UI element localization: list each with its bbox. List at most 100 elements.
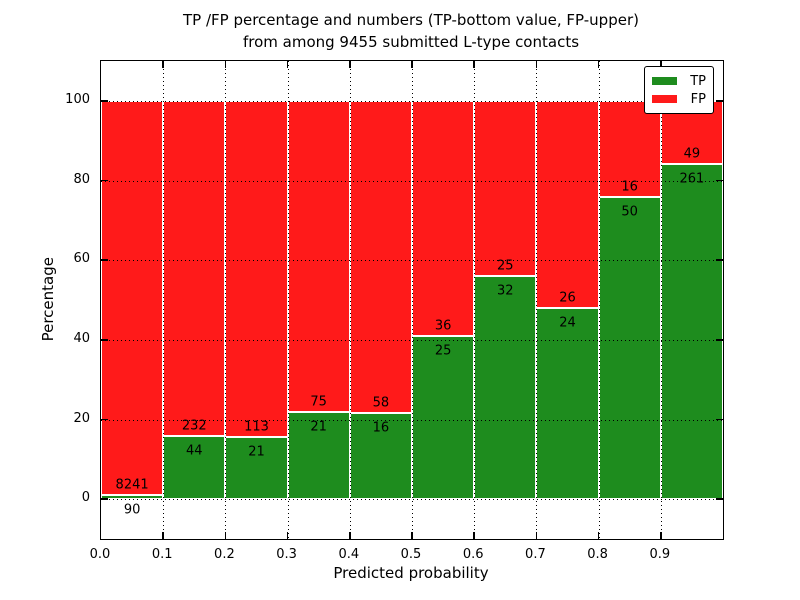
chart-title-line1: TP /FP percentage and numbers (TP-bottom… (183, 11, 639, 29)
fp-count-label: 58 (372, 395, 390, 411)
y-tick-mark (716, 418, 723, 421)
tp-count-label: 90 (123, 502, 141, 518)
x-tick-mark (162, 61, 164, 68)
x-tick-label: 0.8 (587, 547, 608, 562)
v-gridline (474, 61, 476, 539)
x-tick-label: 0.0 (89, 547, 111, 562)
fp-count-label: 49 (683, 146, 701, 162)
bar-segment-tp (349, 413, 412, 500)
fp-count-label: 16 (621, 179, 638, 195)
tp-count-label: 32 (497, 283, 514, 299)
bar-segment-tp (660, 163, 723, 500)
v-gridline (660, 61, 662, 539)
y-tick-mark (716, 259, 723, 261)
x-tick-mark (597, 532, 600, 539)
y-tick-label: 60 (73, 251, 90, 267)
x-axis-label: Predicted probability (333, 564, 489, 582)
tp-count-label: 21 (310, 419, 327, 435)
bar-segment-tp (536, 307, 599, 500)
x-tick-mark (224, 532, 227, 539)
legend-label-tp: TP (690, 73, 706, 89)
tp-count-label: 44 (186, 443, 203, 459)
x-tick-mark (349, 61, 351, 68)
x-tick-mark (473, 532, 475, 539)
bar-segment-tp (598, 197, 661, 500)
y-tick-label: 100 (65, 91, 90, 107)
fp-count-label: 36 (434, 318, 452, 334)
bars-layer (101, 61, 723, 539)
bar-segment-tp (101, 494, 164, 500)
chart-title: TP /FP percentage and numbers (TP-bottom… (100, 9, 722, 53)
bar-segment-fp (101, 100, 164, 495)
tp-count-label: 25 (434, 343, 452, 359)
y-tick-mark (101, 259, 108, 261)
x-tick-label: 0.5 (400, 547, 422, 562)
bar-segment-fp (349, 100, 412, 414)
y-tick-label: 80 (73, 171, 90, 187)
x-tick-mark (411, 532, 413, 539)
y-axis-label: Percentage (39, 256, 57, 342)
x-tick-label: 0.2 (214, 547, 235, 562)
y-tick-mark (101, 100, 108, 102)
x-tick-mark (535, 61, 538, 68)
v-gridline (349, 61, 351, 539)
x-tick-mark (286, 61, 289, 68)
y-tick-label: 40 (73, 330, 90, 346)
x-tick-mark (473, 61, 475, 68)
grid-layer (101, 61, 723, 539)
bar-segment-fp (536, 100, 599, 308)
x-tick-mark (411, 61, 413, 68)
x-tick-label: 0.7 (525, 547, 546, 562)
x-tick-mark (597, 61, 600, 68)
legend: TP FP (644, 66, 714, 114)
x-tick-mark (286, 532, 289, 539)
chart-title-line2: from among 9455 submitted L-type contact… (242, 33, 580, 51)
x-tick-label: 0.3 (276, 547, 297, 562)
legend-item-fp: FP (652, 90, 706, 108)
bar-segment-fp (163, 100, 226, 436)
plot-area: 8241 90 232 44 113 21 75 21 58 16 36 25 25 32 26 24 16 50… (100, 60, 724, 540)
x-tick-label: 0.6 (462, 547, 484, 562)
v-gridline (536, 61, 538, 539)
fp-count-label: 25 (497, 258, 514, 274)
y-tick-mark (101, 179, 108, 182)
fp-count-label: 8241 (115, 477, 149, 493)
v-gridline (225, 61, 227, 539)
y-tick-mark (101, 498, 108, 500)
y-tick-mark (716, 498, 723, 500)
fp-count-label: 26 (559, 290, 576, 306)
bar-segment-tp (287, 412, 350, 500)
v-gridline (598, 61, 600, 539)
bar-segment-tp (225, 436, 288, 500)
x-tick-mark (660, 61, 662, 68)
bar-labels-layer: 8241 90 232 44 113 21 75 21 58 16 36 25 25 32 26 24 16 50… (101, 61, 723, 539)
ticks-layer (101, 61, 723, 539)
y-tick-mark (716, 179, 723, 182)
fp-legend-swatch-icon (652, 95, 677, 103)
y-tick-label: 20 (73, 410, 90, 426)
fp-count-label: 75 (310, 394, 327, 410)
bar-segment-fp (412, 100, 475, 336)
x-tick-mark (349, 532, 351, 539)
legend-item-tp: TP (652, 72, 706, 90)
fp-count-label: 113 (244, 419, 269, 435)
tp-legend-swatch-icon (652, 77, 677, 85)
tp-count-label: 24 (559, 315, 576, 331)
x-tick-mark (535, 532, 538, 539)
tp-count-label: 50 (621, 204, 638, 220)
tp-count-label: 16 (372, 420, 390, 436)
legend-label-fp: FP (690, 91, 706, 107)
y-tick-label: 0 (81, 490, 90, 506)
x-tick-label: 0.4 (338, 547, 360, 562)
y-tick-mark (101, 339, 108, 341)
bar-segment-fp (474, 100, 537, 276)
v-gridline (287, 61, 289, 539)
v-gridline (163, 61, 165, 539)
y-tick-mark (716, 100, 723, 102)
tp-count-label: 261 (679, 171, 705, 187)
tp-count-label: 21 (248, 444, 265, 460)
y-tick-mark (716, 339, 723, 341)
bar-segment-fp (287, 100, 350, 413)
x-tick-mark (660, 532, 662, 539)
